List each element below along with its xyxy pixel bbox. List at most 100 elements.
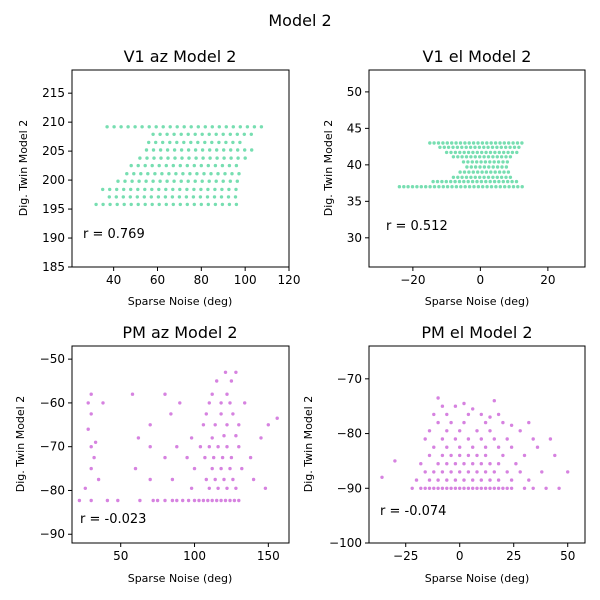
data-point: [93, 440, 98, 444]
data-point: [471, 478, 475, 482]
x-tick-label: 50: [113, 549, 128, 563]
data-point: [216, 486, 220, 490]
data-point: [475, 429, 479, 433]
data-point: [172, 132, 176, 136]
data-point: [479, 437, 483, 441]
data-point: [185, 163, 189, 168]
data-point: [473, 145, 477, 149]
data-point: [427, 478, 432, 482]
data-point: [489, 170, 493, 174]
data-point: [130, 392, 135, 396]
data-point: [228, 466, 232, 471]
data-point: [203, 125, 207, 129]
data-point: [518, 429, 522, 433]
data-point: [466, 160, 470, 164]
data-point: [427, 453, 432, 458]
data-point: [136, 436, 141, 440]
data-point: [179, 132, 183, 136]
data-point: [445, 486, 449, 490]
data-point: [206, 163, 210, 168]
data-point: [220, 187, 224, 192]
data-point: [467, 185, 472, 189]
data-point: [462, 179, 466, 184]
data-point: [499, 175, 504, 179]
data-point: [475, 150, 479, 155]
data-point: [213, 187, 217, 192]
data-point: [488, 415, 492, 419]
data-point: [151, 179, 155, 183]
data-point: [462, 420, 466, 425]
data-point: [219, 401, 223, 405]
data-point: [228, 498, 232, 503]
data-point: [148, 423, 152, 427]
data-point: [225, 423, 229, 427]
data-point: [125, 172, 129, 176]
data-point: [174, 172, 178, 176]
data-point: [480, 141, 485, 145]
data-point: [204, 477, 208, 482]
data-point: [462, 150, 466, 155]
data-point: [475, 453, 479, 458]
data-point: [201, 156, 205, 160]
x-tick-label: 120: [278, 273, 301, 287]
data-point: [397, 185, 402, 189]
data-point: [436, 420, 440, 425]
data-point: [505, 486, 509, 490]
data-point: [86, 401, 90, 405]
data-point: [207, 401, 211, 405]
data-point: [504, 155, 508, 159]
data-point: [161, 140, 165, 145]
panel-title: PM az Model 2: [122, 323, 237, 342]
data-point: [444, 150, 449, 155]
data-point: [453, 486, 458, 490]
data-point: [222, 477, 226, 482]
data-point: [86, 427, 90, 431]
data-point: [159, 156, 163, 160]
y-tick-label: 45: [347, 121, 362, 135]
axes-frame: [71, 69, 290, 268]
data-point: [192, 187, 196, 192]
data-point: [419, 185, 423, 189]
data-point: [498, 185, 502, 189]
data-point: [462, 486, 466, 490]
correlation-label: r = -0.074: [380, 504, 446, 519]
data-point: [432, 470, 436, 474]
data-point: [489, 141, 493, 145]
data-point: [228, 401, 232, 405]
data-point: [468, 145, 473, 149]
data-point: [466, 150, 471, 155]
data-point: [501, 179, 505, 184]
data-point: [151, 498, 155, 503]
data-point: [143, 202, 147, 207]
x-axis-label: Sparse Noise (deg): [425, 572, 530, 585]
data-point: [471, 462, 475, 466]
data-point: [463, 185, 467, 189]
data-point: [189, 436, 194, 440]
data-point: [163, 498, 167, 503]
data-point: [147, 140, 151, 145]
data-point: [136, 187, 140, 192]
data-point: [495, 145, 499, 149]
data-point: [456, 175, 460, 179]
data-point: [177, 195, 182, 199]
data-point: [483, 445, 488, 449]
data-point: [178, 187, 182, 192]
data-point: [498, 141, 502, 145]
data-point: [489, 185, 494, 189]
x-tick-label: 20: [540, 273, 555, 287]
data-point: [449, 453, 453, 458]
data-point: [230, 172, 234, 176]
data-point: [89, 498, 93, 503]
y-tick-label: 30: [347, 231, 362, 245]
data-point: [152, 156, 156, 160]
data-point: [248, 455, 253, 460]
data-point: [163, 195, 168, 199]
data-point: [198, 195, 203, 199]
data-point: [449, 420, 453, 425]
data-point: [475, 179, 479, 184]
data-point: [508, 155, 513, 159]
data-point: [105, 498, 110, 503]
data-point: [491, 165, 495, 169]
data-point: [493, 170, 497, 174]
data-point: [471, 170, 475, 174]
